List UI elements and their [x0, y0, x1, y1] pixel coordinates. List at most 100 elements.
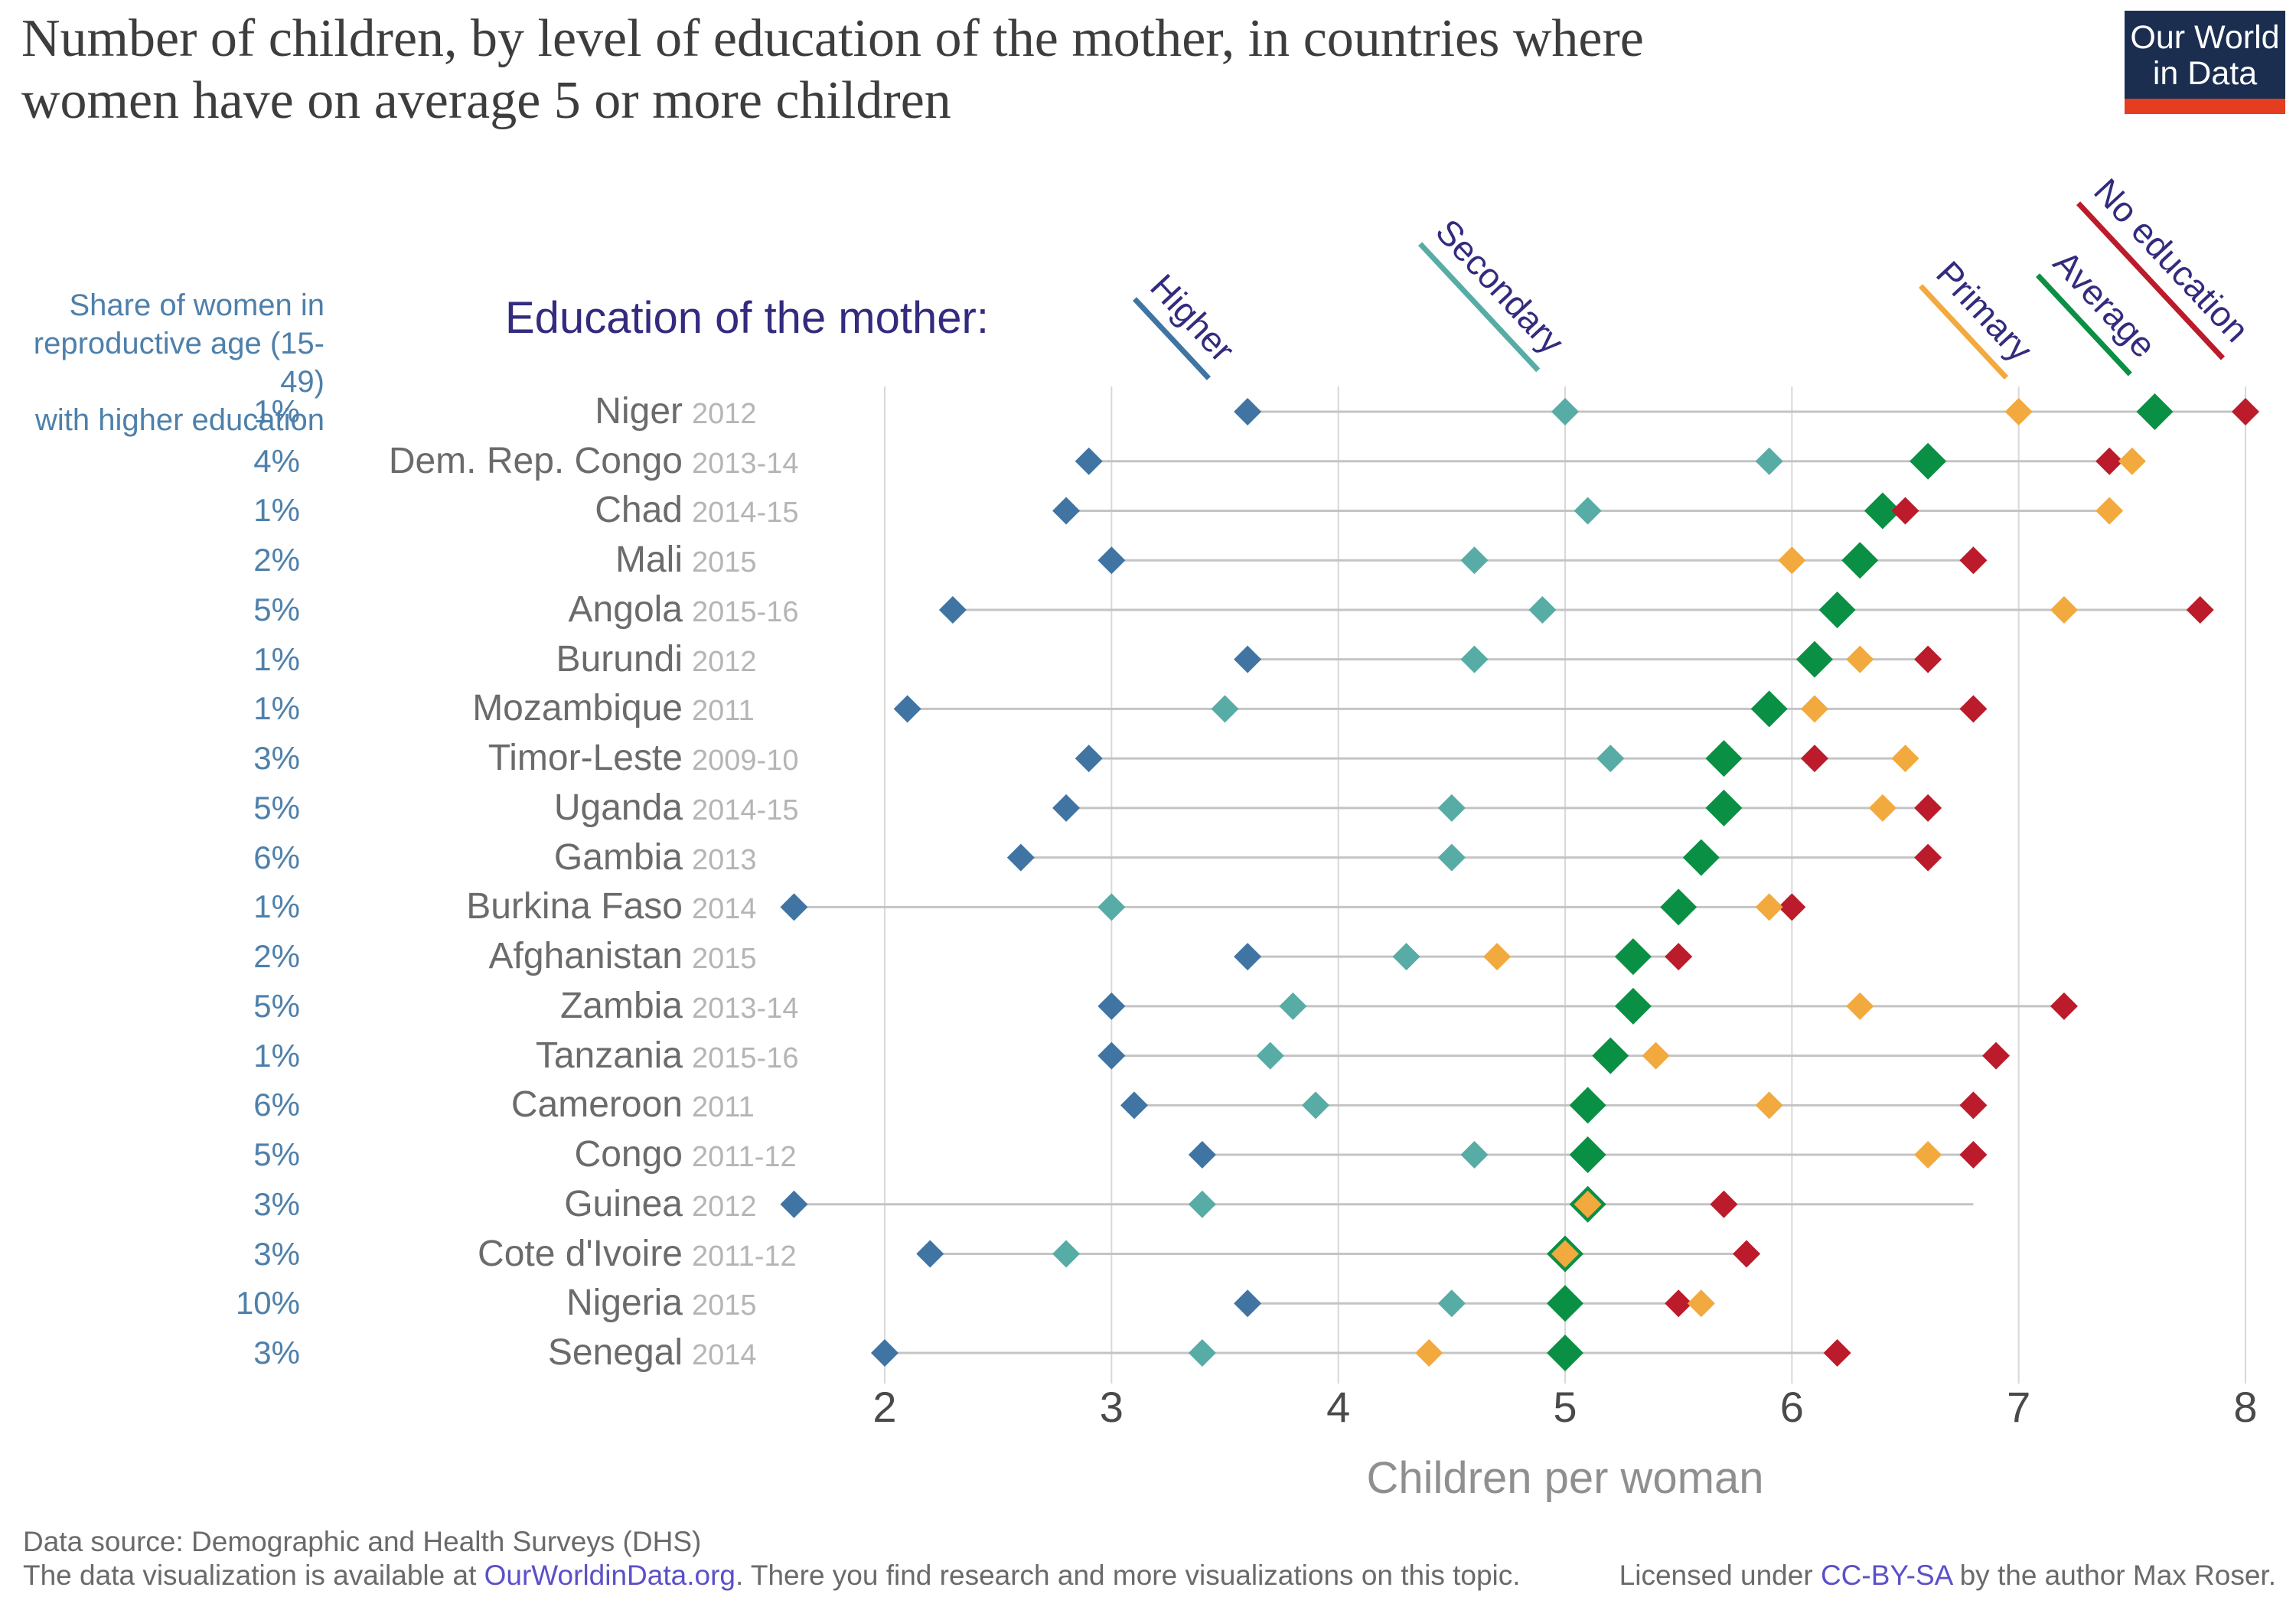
point-no_education — [2095, 447, 2124, 475]
country-label: Tanzania — [535, 1035, 683, 1076]
point-secondary — [1392, 943, 1420, 971]
survey-year-label: 2014 — [692, 893, 757, 926]
country-label: Burundi — [556, 638, 683, 680]
owid-logo-text: Our World in Data — [2125, 11, 2285, 99]
point-primary — [1483, 943, 1512, 971]
point-average — [2136, 393, 2174, 430]
point-secondary — [1596, 745, 1625, 773]
point-primary — [1778, 546, 1806, 575]
country-label: Guinea — [564, 1183, 683, 1224]
country-label: Angola — [568, 588, 683, 630]
point-primary — [1800, 695, 1828, 723]
survey-year-label: 2015 — [692, 1289, 757, 1322]
point-primary — [1551, 1240, 1579, 1268]
point-no_education — [1959, 695, 1988, 723]
point-primary — [1914, 1141, 1942, 1169]
share-higher-ed-label: 5% — [253, 591, 300, 627]
point-primary — [2095, 497, 2124, 525]
share-higher-ed-label: 1% — [253, 393, 300, 429]
point-primary — [1687, 1289, 1715, 1318]
point-no_education — [1891, 497, 1919, 525]
share-higher-ed-label: 10% — [235, 1285, 300, 1322]
point-secondary — [1460, 645, 1489, 673]
point-average — [1569, 1087, 1606, 1124]
point-secondary — [1460, 546, 1489, 575]
share-higher-ed-label: 3% — [253, 740, 300, 777]
share-higher-ed-label: 1% — [253, 1037, 300, 1074]
survey-year-label: 2011 — [692, 695, 755, 728]
country-label: Niger — [595, 391, 683, 432]
point-average — [1818, 591, 1856, 628]
survey-year-label: 2015-16 — [692, 1041, 799, 1074]
survey-year-label: 2012 — [692, 398, 757, 430]
license-note: Licensed under CC-BY-SA by the author Ma… — [1619, 1560, 2276, 1591]
point-secondary — [1188, 1339, 1216, 1367]
point-higher — [1234, 645, 1262, 673]
point-secondary — [1551, 398, 1579, 425]
country-label: Congo — [574, 1134, 683, 1175]
point-secondary — [1528, 595, 1557, 624]
share-higher-ed-label: 2% — [253, 938, 300, 975]
survey-year-label: 2012 — [692, 645, 757, 678]
data-source-note: Data source: Demographic and Health Surv… — [23, 1526, 702, 1557]
point-no_education — [1959, 1091, 1988, 1120]
country-label: Gambia — [553, 836, 683, 878]
point-primary — [1891, 745, 1919, 773]
point-secondary — [1460, 1141, 1489, 1169]
point-higher — [780, 893, 808, 921]
point-primary — [1868, 794, 1896, 822]
country-label: Dem. Rep. Congo — [388, 440, 683, 481]
point-average — [1614, 938, 1652, 976]
country-label: Burkina Faso — [466, 886, 683, 927]
point-average — [1614, 987, 1652, 1025]
x-tick-label: 2 — [872, 1383, 896, 1431]
point-higher — [1097, 546, 1126, 575]
share-higher-ed-label: 2% — [253, 542, 300, 579]
country-label: Chad — [595, 490, 683, 531]
x-tick-label: 6 — [1780, 1383, 1804, 1431]
point-no_education — [2050, 992, 2078, 1020]
point-no_education — [1778, 893, 1806, 921]
x-tick-label: 5 — [1553, 1383, 1577, 1431]
point-average — [1546, 1335, 1583, 1372]
point-primary — [2118, 447, 2146, 475]
point-average — [1795, 641, 1833, 678]
point-secondary — [1302, 1091, 1330, 1120]
owid-link[interactable]: OurWorldinData.org — [484, 1560, 735, 1591]
point-no_education — [1733, 1240, 1761, 1268]
chart-title-line1: Number of children, by level of educatio… — [21, 9, 1644, 68]
point-average — [1569, 1136, 1606, 1174]
point-primary — [1755, 893, 1783, 921]
share-higher-ed-label: 3% — [253, 1335, 300, 1371]
share-higher-ed-label: 3% — [253, 1235, 300, 1272]
point-higher — [780, 1190, 808, 1218]
x-tick-label: 8 — [2233, 1383, 2257, 1431]
point-average — [1841, 542, 1879, 579]
license-link[interactable]: CC-BY-SA — [1820, 1560, 1952, 1591]
point-higher — [1052, 497, 1081, 525]
country-label: Mali — [615, 539, 683, 581]
visualization-note: The data visualization is available at O… — [23, 1560, 1521, 1591]
point-primary — [1642, 1041, 1670, 1070]
point-secondary — [1052, 1240, 1081, 1268]
point-no_education — [1982, 1041, 2011, 1070]
point-average — [1660, 888, 1698, 926]
country-label: Cote d'Ivoire — [478, 1233, 683, 1274]
survey-year-label: 2013 — [692, 843, 757, 876]
point-secondary — [1437, 794, 1466, 822]
point-higher — [1188, 1141, 1216, 1169]
point-no_education — [1710, 1190, 1738, 1218]
point-primary — [1846, 992, 1874, 1020]
share-higher-ed-label: 1% — [253, 888, 300, 925]
x-tick-label: 3 — [1100, 1383, 1124, 1431]
legend-heading: Education of the mother: — [505, 293, 989, 343]
point-average — [1682, 839, 1720, 876]
point-higher — [1097, 992, 1126, 1020]
point-higher — [1097, 1041, 1126, 1070]
survey-year-label: 2015-16 — [692, 595, 799, 628]
survey-year-label: 2014-15 — [692, 794, 799, 826]
point-average — [1910, 442, 1947, 480]
point-no_education — [1823, 1339, 1851, 1367]
survey-year-label: 2011 — [692, 1091, 755, 1124]
